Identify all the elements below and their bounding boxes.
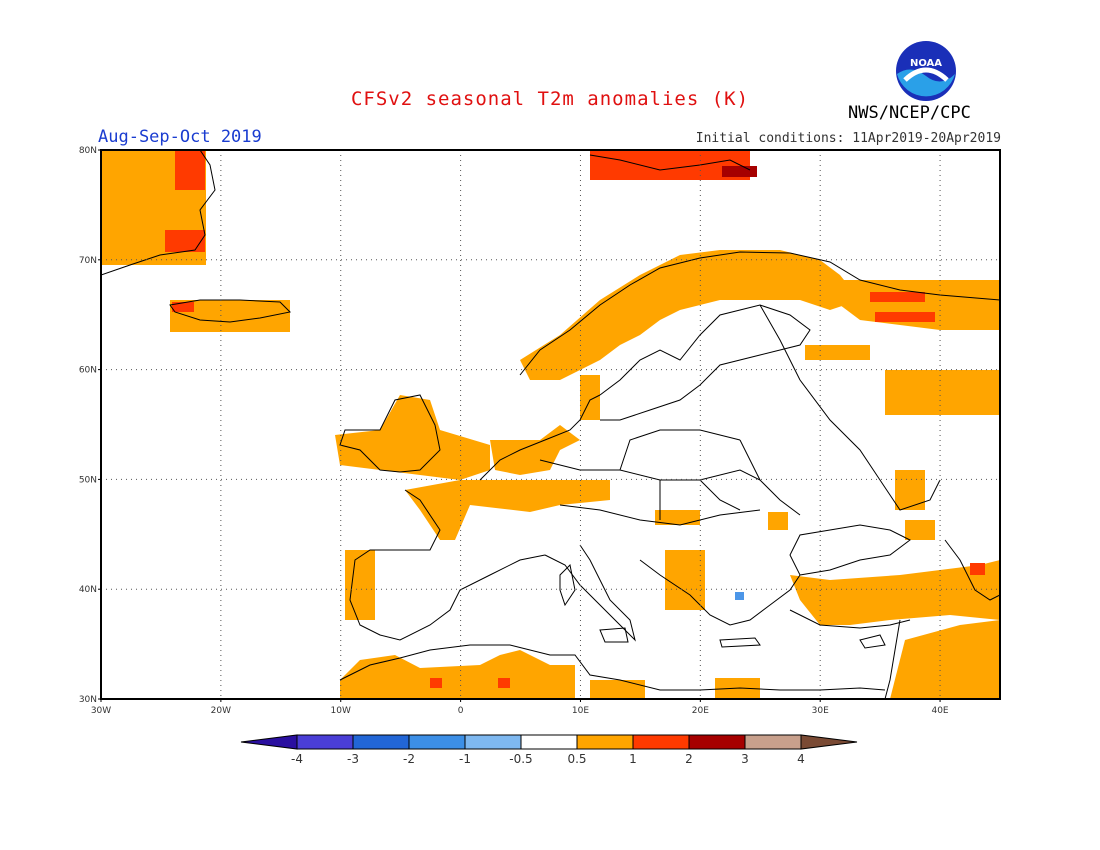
map-frame <box>100 149 1001 700</box>
colorbar-left-arrow <box>240 734 298 750</box>
anomaly-svalbard-dark <box>722 166 757 177</box>
lon-label: 10E <box>572 706 589 716</box>
anomaly-turkey <box>790 560 1000 625</box>
lat-label: 80N <box>79 146 97 156</box>
coast-cyprus <box>859 634 886 649</box>
coast-france-iberia <box>349 489 546 641</box>
coast-italy <box>544 544 636 642</box>
colorbar-label: -4 <box>291 752 303 766</box>
border-eastern <box>759 304 941 511</box>
anomaly-caucasus <box>905 520 935 540</box>
colorbar-label: 0.5 <box>567 752 586 766</box>
lat-label: 40N <box>79 585 97 595</box>
coast-greenland <box>101 150 216 276</box>
coast-levant <box>884 619 901 699</box>
colorbar-segment <box>744 734 802 750</box>
anomaly-france <box>405 480 610 540</box>
coast-svalbard <box>589 154 751 171</box>
lat-label: 30N <box>79 695 97 705</box>
anomaly-kola-strong <box>870 292 925 302</box>
anomaly-greenland-strong-2 <box>165 230 205 252</box>
lat-label: 60N <box>79 366 97 376</box>
colorbar-label: 1 <box>629 752 637 766</box>
anomaly-norway <box>520 250 860 380</box>
anomaly-nw-russia <box>840 280 1000 330</box>
coast-british <box>339 394 441 473</box>
lat-label: 50N <box>79 475 97 485</box>
coast-crete <box>719 637 761 648</box>
coast-turkey-south <box>789 609 911 629</box>
anomaly-british-isles <box>335 395 490 480</box>
longitude-labels: 30W 20W 10W 0 10E 20E 30E 40E <box>91 699 949 716</box>
anomaly-regions <box>101 150 1000 699</box>
coast-black-sea <box>789 524 911 576</box>
colorbar-segment <box>576 734 634 750</box>
coast-balkans <box>639 559 801 626</box>
anomaly-russia-patch-2 <box>885 370 1000 415</box>
anomaly-greenland-strong <box>175 150 205 190</box>
coast-baltic <box>599 304 811 421</box>
logo-text: NOAA <box>910 58 942 69</box>
coast-caspian <box>944 539 1000 601</box>
colorbar-label: 2 <box>685 752 693 766</box>
coast-sicily <box>599 627 629 643</box>
colorbar-segment <box>296 734 354 750</box>
latitude-labels: 80N 70N 60N 50N 40N 30N <box>79 146 101 705</box>
anomaly-east-europe <box>895 470 925 510</box>
colorbar-segment <box>464 734 522 750</box>
lon-label: 20E <box>692 706 709 716</box>
lon-label: 30E <box>812 706 829 716</box>
map-title: CFSv2 seasonal T2m anomalies (K) <box>350 88 750 110</box>
colorbar-label: -3 <box>347 752 359 766</box>
initial-conditions: Initial conditions: 11Apr2019-20Apr2019 <box>695 131 1001 146</box>
colorbar: -4 -3 -2 -1 -0.5 0.5 1 2 3 4 <box>240 734 858 766</box>
anomaly-iberia-west <box>345 550 375 620</box>
coast-scandinavia <box>519 251 1000 376</box>
coast-continent-north <box>479 394 601 481</box>
anomaly-negative-greece <box>735 592 744 600</box>
coast-corsica-sardinia <box>559 563 576 607</box>
lon-label: 10W <box>331 706 351 716</box>
colorbar-label: -1 <box>459 752 471 766</box>
anomaly-libya <box>590 680 645 699</box>
anomaly-turkey-strong <box>970 563 985 575</box>
lon-label: 30W <box>91 706 111 716</box>
coast-north-africa <box>339 644 886 691</box>
colorbar-label: 4 <box>797 752 805 766</box>
anomaly-kola-strong-2 <box>875 312 935 322</box>
anomaly-benelux <box>490 425 580 475</box>
anomaly-africa-strong <box>430 678 442 688</box>
colorbar-segment <box>632 734 690 750</box>
anomaly-north-africa <box>340 650 575 699</box>
colorbar-segment <box>688 734 746 750</box>
colorbar-label: 3 <box>741 752 749 766</box>
anomaly-russia-patch <box>805 345 870 360</box>
colorbar-right-arrow <box>800 734 858 750</box>
forecast-period: Aug-Sep-Oct 2019 <box>98 127 262 147</box>
colorbar-segment <box>408 734 466 750</box>
anomaly-middle-east <box>890 620 1000 699</box>
lon-label: 0 <box>458 706 464 716</box>
lon-label: 20W <box>211 706 231 716</box>
agency-label: NWS/NCEP/CPC <box>848 103 971 123</box>
colorbar-segment <box>352 734 410 750</box>
colorbar-segment <box>520 734 578 750</box>
anomaly-balkans <box>655 510 700 525</box>
coast-iceland <box>169 299 292 323</box>
anomaly-africa-strong-2 <box>498 678 510 688</box>
anomaly-balkans-2 <box>665 550 705 610</box>
colorbar-label: -2 <box>403 752 415 766</box>
anomaly-denmark <box>580 375 600 420</box>
colorbar-label: -0.5 <box>509 752 532 766</box>
lon-label: 40E <box>931 706 948 716</box>
coastlines <box>101 150 1000 699</box>
anomaly-iceland-strong <box>172 302 194 312</box>
lat-label: 70N <box>79 256 97 266</box>
noaa-logo-icon: NOAA <box>896 41 956 101</box>
anomaly-ukraine <box>768 512 788 530</box>
